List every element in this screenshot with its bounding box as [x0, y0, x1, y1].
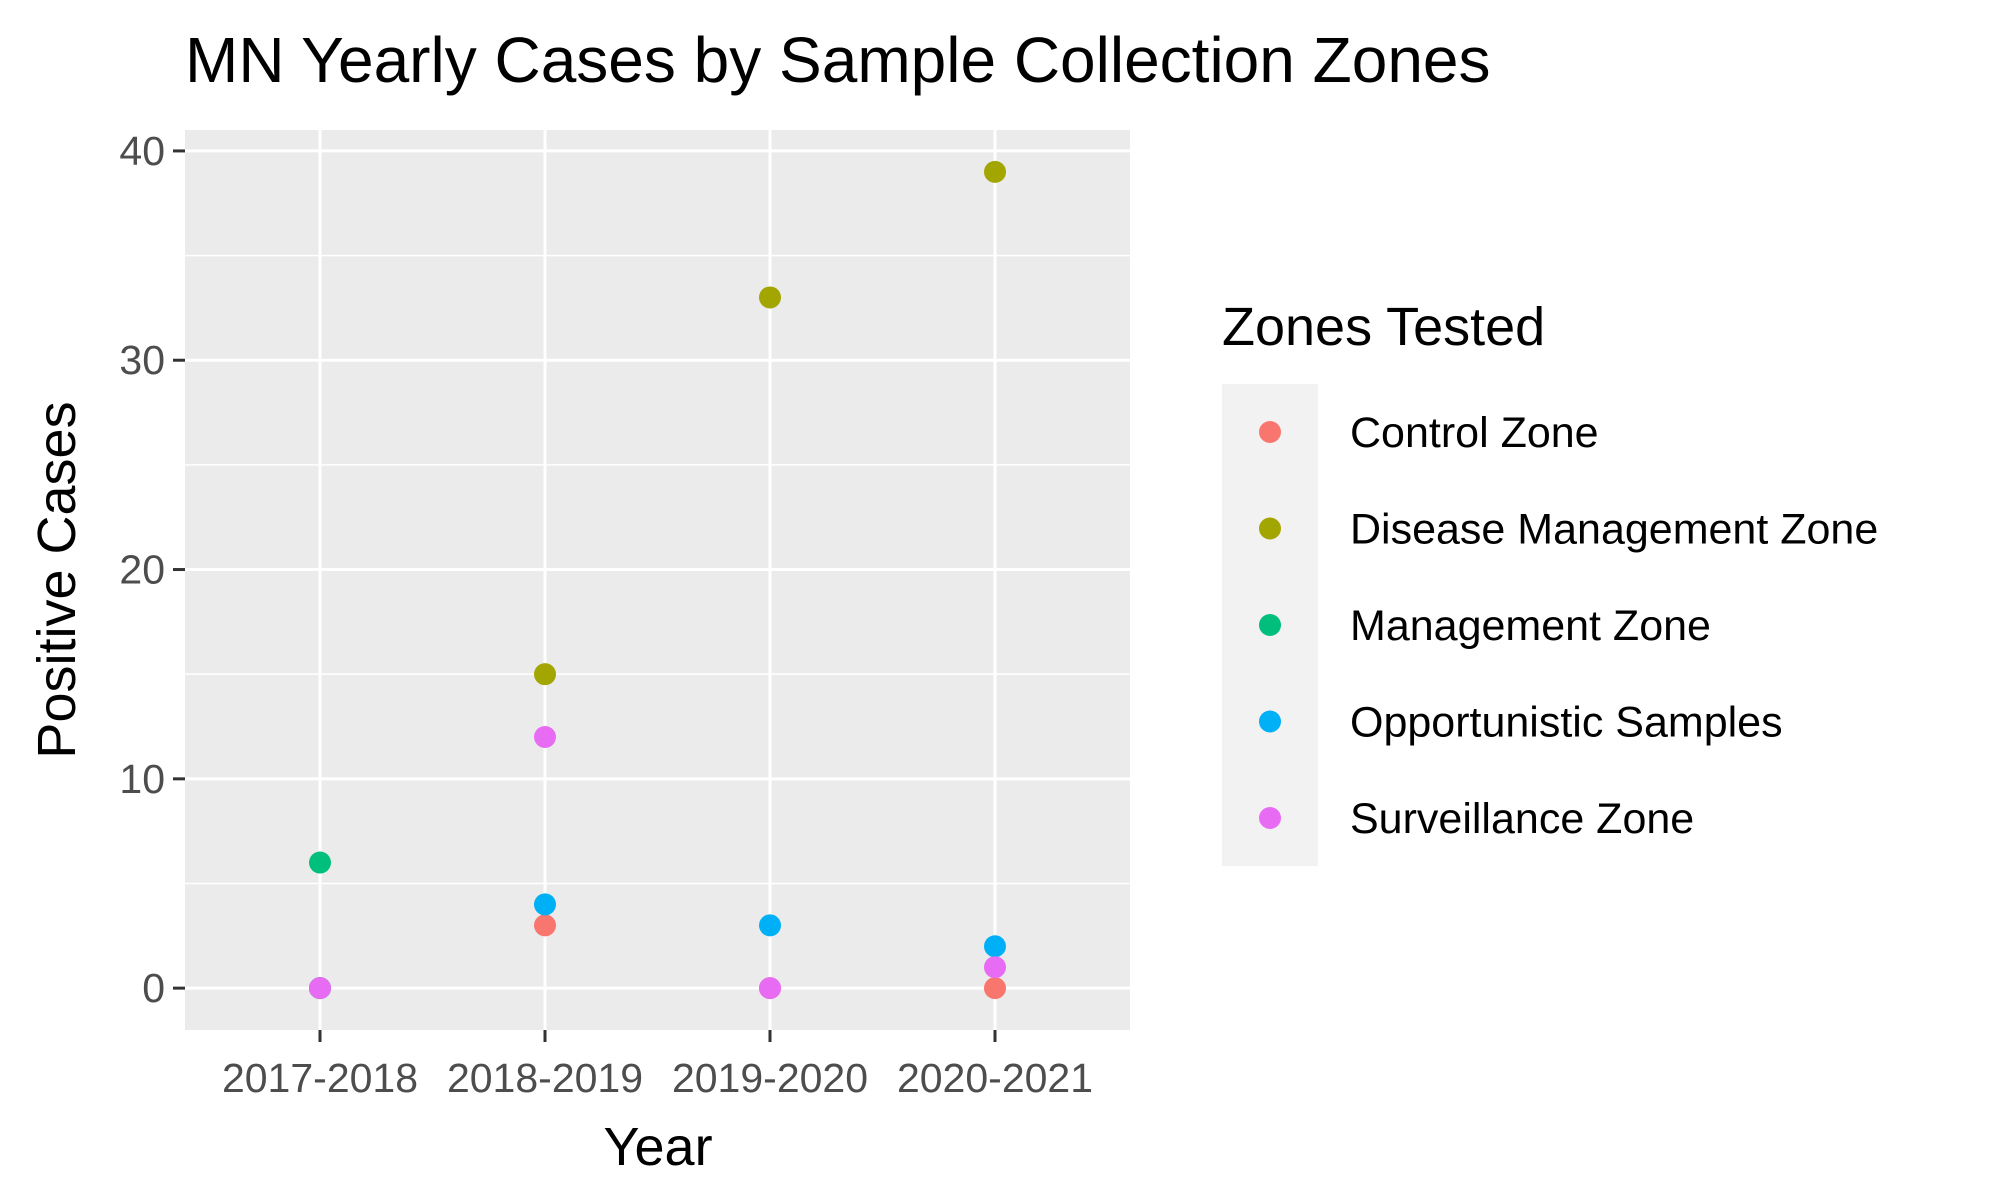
chart-title: MN Yearly Cases by Sample Collection Zon… — [185, 24, 1491, 96]
data-point — [759, 286, 781, 309]
y-tick-label: 40 — [119, 128, 165, 174]
legend: Zones Tested Control Zone Disease Managem… — [1222, 297, 1878, 866]
data-point — [984, 935, 1006, 958]
data-point — [984, 956, 1006, 979]
data-point — [984, 977, 1006, 1000]
plot-panel — [185, 130, 1130, 1030]
legend-label: Surveillance Zone — [1350, 795, 1694, 843]
y-tick-label: 20 — [119, 547, 165, 593]
data-point — [534, 914, 556, 937]
data-point — [534, 663, 556, 686]
legend-key — [1259, 614, 1281, 636]
legend-key — [1259, 710, 1281, 733]
y-axis: 0 10 20 30 40 — [119, 128, 185, 1011]
data-point — [759, 977, 781, 1000]
data-point — [759, 914, 781, 937]
data-point — [534, 893, 556, 916]
x-tick-label: 2017-2018 — [222, 1055, 418, 1101]
legend-title: Zones Tested — [1222, 297, 1545, 357]
legend-key — [1259, 421, 1281, 443]
grid-major — [185, 130, 1130, 1030]
y-tick-label: 0 — [142, 965, 165, 1011]
legend-items: Control Zone Disease Management Zone Manag… — [1259, 409, 1878, 843]
x-axis-title: Year — [603, 1117, 712, 1177]
legend-label: Control Zone — [1350, 409, 1599, 457]
y-axis-title: Positive Cases — [27, 401, 87, 758]
grid-minor — [185, 254, 1130, 885]
legend-label: Opportunistic Samples — [1350, 699, 1783, 747]
x-tick-label: 2020-2021 — [897, 1055, 1093, 1101]
data-point — [984, 160, 1006, 183]
x-tick-label: 2019-2020 — [672, 1055, 868, 1101]
x-tick-label: 2018-2019 — [447, 1055, 643, 1101]
x-axis: 2017-2018 2018-2019 2019-2020 2020-2021 — [222, 1030, 1093, 1101]
data-point — [534, 725, 556, 748]
y-tick-label: 10 — [119, 756, 165, 802]
data-points — [309, 160, 1006, 1000]
data-point — [309, 851, 331, 874]
legend-label: Disease Management Zone — [1350, 506, 1878, 554]
data-point — [309, 977, 331, 1000]
legend-key — [1259, 807, 1281, 829]
legend-label: Management Zone — [1350, 602, 1711, 650]
legend-key — [1259, 517, 1281, 540]
y-tick-label: 30 — [119, 337, 165, 383]
